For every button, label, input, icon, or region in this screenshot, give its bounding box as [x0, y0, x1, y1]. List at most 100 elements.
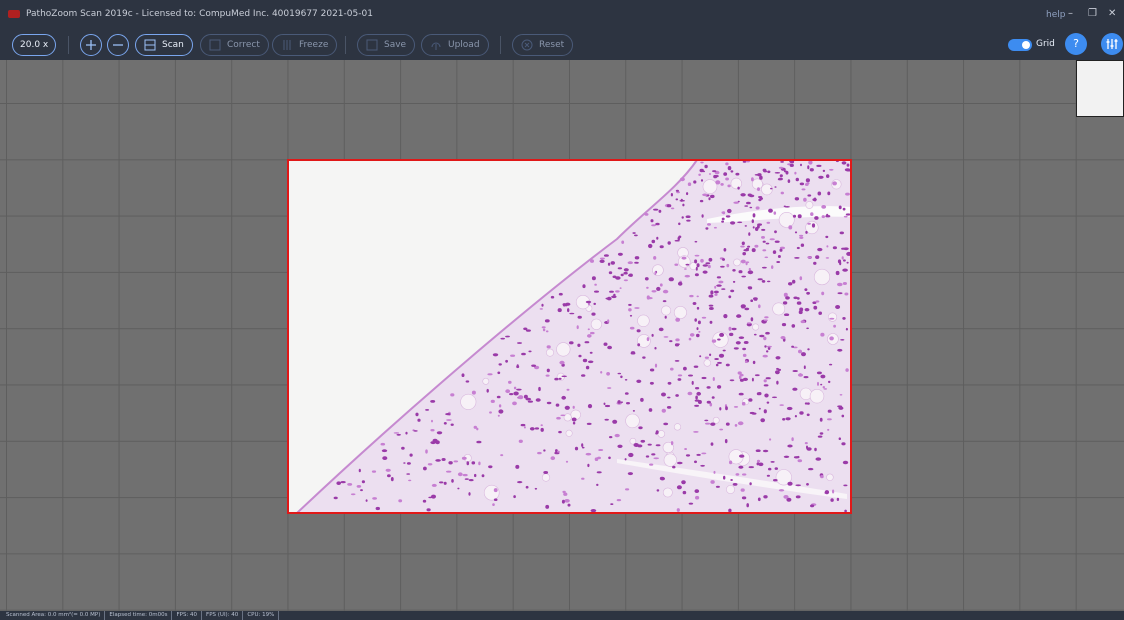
cell-nucleus	[681, 256, 687, 260]
cell-nucleus	[621, 240, 625, 244]
cell-nucleus	[700, 179, 704, 182]
cell-nucleus	[823, 388, 828, 390]
cell-nucleus	[842, 460, 849, 465]
cell-vacuole	[673, 423, 682, 431]
cell-nucleus	[757, 173, 762, 177]
cell-nucleus	[544, 319, 550, 323]
correct-button[interactable]: Correct	[200, 34, 269, 56]
cell-nucleus	[799, 236, 804, 239]
cell-nucleus	[693, 180, 697, 184]
cell-nucleus	[706, 400, 711, 404]
cell-nucleus	[361, 480, 365, 484]
cell-nucleus	[546, 401, 552, 405]
cell-nucleus	[556, 416, 561, 420]
help-button[interactable]: ?	[1065, 33, 1087, 55]
cell-nucleus	[729, 332, 734, 337]
cell-nucleus	[738, 375, 742, 380]
cell-nucleus	[678, 222, 681, 226]
cell-nucleus	[648, 243, 653, 249]
cell-nucleus	[356, 485, 362, 488]
cell-nucleus	[827, 418, 832, 421]
close-button[interactable]: ✕	[1108, 8, 1117, 19]
minimap[interactable]	[1076, 60, 1124, 117]
cell-nucleus	[784, 313, 790, 316]
cell-nucleus	[587, 404, 593, 409]
cell-nucleus	[497, 371, 501, 375]
cell-nucleus	[841, 161, 847, 165]
cell-nucleus	[558, 377, 562, 380]
cell-nucleus	[572, 421, 576, 425]
cell-vacuole	[826, 473, 834, 481]
cell-nucleus	[762, 168, 767, 172]
settings-button[interactable]	[1101, 33, 1123, 55]
cell-nucleus	[586, 422, 592, 425]
cell-nucleus	[754, 374, 760, 377]
help-link[interactable]: help	[1046, 10, 1066, 20]
cell-nucleus	[799, 182, 805, 186]
grid-toggle[interactable]	[1008, 39, 1032, 51]
cell-nuclei	[333, 159, 852, 513]
cell-nucleus	[737, 186, 740, 190]
cell-nucleus	[518, 395, 524, 400]
cell-nucleus	[655, 430, 659, 435]
minimize-button[interactable]: –	[1068, 8, 1073, 19]
cell-nucleus	[625, 488, 630, 491]
cell-nucleus	[804, 402, 808, 405]
cell-nucleus	[561, 395, 566, 400]
cell-nucleus	[694, 318, 697, 322]
cell-nucleus	[807, 348, 810, 351]
cell-nucleus	[677, 378, 682, 381]
cell-nucleus	[585, 452, 592, 456]
cell-nucleus	[704, 164, 708, 169]
cell-nucleus	[646, 337, 650, 342]
save-button[interactable]: Save	[357, 34, 416, 56]
cell-nucleus	[634, 234, 638, 237]
cell-nucleus	[623, 279, 628, 282]
cell-nucleus	[800, 320, 805, 324]
cell-nucleus	[577, 343, 581, 347]
cell-nucleus	[777, 255, 781, 258]
cell-nucleus	[487, 373, 493, 376]
cell-nucleus	[599, 257, 605, 260]
freeze-button[interactable]: Freeze	[272, 34, 338, 56]
zoom-out-button[interactable]	[107, 34, 129, 56]
cell-nucleus	[804, 288, 808, 291]
cell-nucleus	[627, 472, 633, 476]
cell-nucleus	[800, 243, 805, 247]
cell-nucleus	[396, 433, 401, 436]
cell-nucleus	[779, 248, 783, 252]
cell-nucleus	[585, 365, 590, 370]
cell-nucleus	[798, 349, 802, 354]
cell-nucleus	[623, 268, 629, 272]
cell-nucleus	[782, 418, 786, 421]
cell-nucleus	[841, 442, 846, 446]
cell-nucleus	[835, 270, 840, 276]
cell-nucleus	[685, 263, 690, 266]
cell-nucleus	[763, 384, 769, 387]
cell-nucleus	[653, 208, 659, 211]
cell-nucleus	[765, 377, 771, 380]
zoom-in-button[interactable]	[80, 34, 102, 56]
zoom-button[interactable]: 20.0 x	[12, 34, 57, 56]
cell-nucleus	[619, 287, 622, 289]
cell-vacuole	[625, 413, 640, 429]
scan-canvas[interactable]	[0, 60, 1124, 611]
cell-nucleus	[558, 430, 562, 434]
cell-nucleus	[718, 280, 724, 284]
restore-button[interactable]: ❐	[1088, 8, 1097, 19]
cell-nucleus	[571, 417, 577, 422]
cell-nucleus	[695, 495, 700, 500]
upload-button[interactable]: Upload	[421, 34, 489, 56]
toolbar: 20.0 x Scan Correct Freeze Save Upload R…	[0, 30, 1124, 60]
cell-nucleus	[513, 386, 517, 390]
cell-nucleus	[505, 389, 511, 394]
cell-nucleus	[679, 177, 685, 182]
cell-nucleus	[788, 225, 793, 230]
cell-nucleus	[778, 166, 784, 169]
cell-nucleus	[581, 374, 586, 377]
cell-nucleus	[759, 197, 763, 200]
cell-nucleus	[844, 168, 851, 172]
scan-button[interactable]: Scan	[135, 34, 193, 56]
reset-button[interactable]: Reset	[512, 34, 574, 56]
cell-nucleus	[403, 462, 406, 464]
